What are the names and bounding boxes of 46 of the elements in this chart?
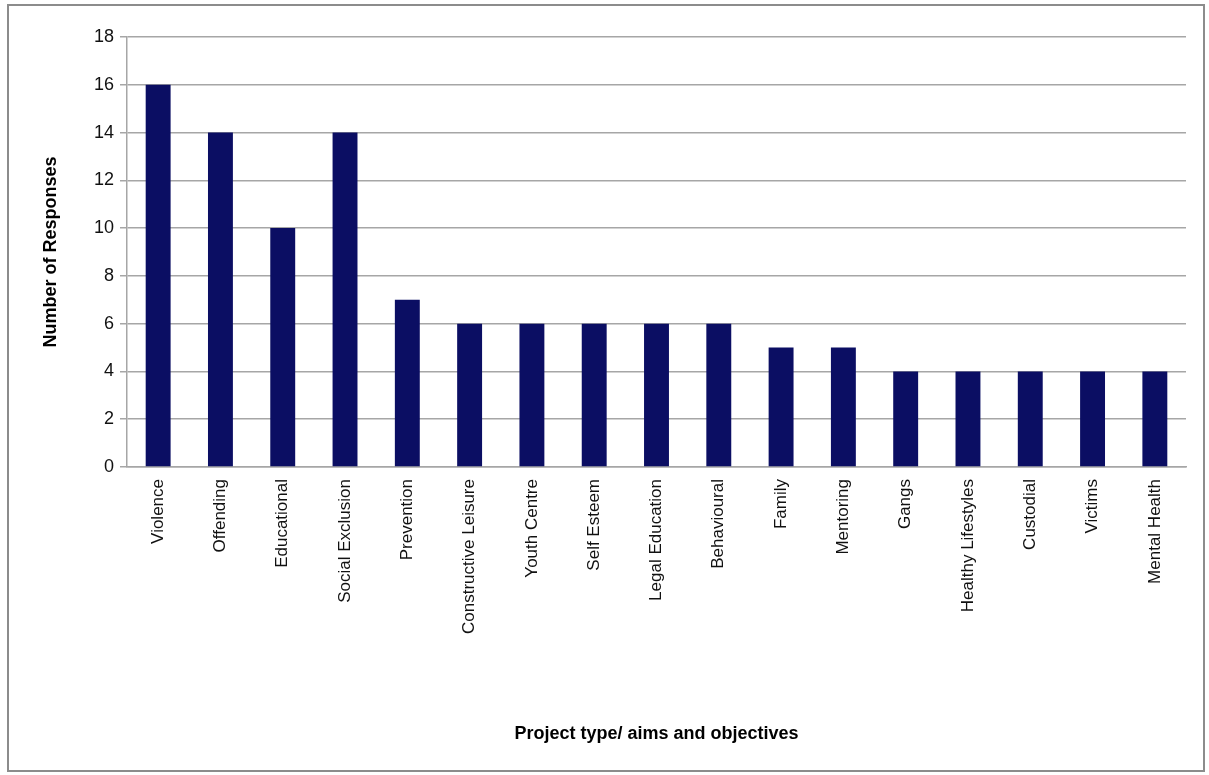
y-tick-label: 18 (93, 25, 114, 46)
x-tick-label: Family (770, 478, 790, 530)
bar (830, 347, 856, 467)
x-tick-label: Gangs (895, 479, 915, 530)
bar (519, 323, 545, 467)
x-tick-label: Self Esteem (583, 479, 603, 571)
x-tick-label: Prevention (397, 479, 417, 561)
y-tick-label: 16 (93, 73, 114, 94)
x-tick-label: Behavioural (708, 479, 728, 569)
x-tick-label: Mental Health (1144, 479, 1164, 584)
bar (706, 323, 732, 467)
bar (644, 323, 669, 467)
y-tick-label: 12 (93, 169, 114, 190)
x-tick-label: Legal Education (646, 479, 666, 601)
y-tick-label: 0 (103, 455, 114, 476)
bar (145, 84, 171, 467)
x-tick-label: Victims (1082, 479, 1102, 534)
bar (1080, 371, 1106, 467)
x-tick-label: Violence (147, 479, 167, 544)
x-tick-label: Mentoring (833, 479, 853, 555)
bar (768, 347, 794, 467)
bar (581, 323, 607, 467)
bar (1142, 371, 1168, 467)
y-tick-label: 6 (103, 312, 114, 333)
bar (457, 323, 483, 467)
x-tick-label: Educational (272, 479, 292, 568)
x-tick-label: Youth Centre (521, 479, 541, 578)
x-axis-title: Project type/ aims and objectives (514, 723, 799, 744)
x-tick-label: Constructive Leisure (459, 479, 479, 634)
y-tick-label: 14 (93, 121, 114, 142)
y-tick-label: 4 (103, 360, 114, 381)
y-axis-title: Number of Responses (39, 156, 60, 348)
y-tick-label: 10 (93, 217, 114, 238)
bar (955, 371, 981, 467)
y-tick-label: 8 (103, 264, 114, 285)
x-tick-label: Custodial (1019, 479, 1039, 550)
bar (207, 132, 233, 467)
y-tick-label: 2 (103, 408, 114, 429)
bar (332, 132, 358, 467)
bar (394, 299, 420, 467)
x-tick-label: Social Exclusion (334, 479, 354, 603)
x-tick-label: Healthy Lifestyles (957, 479, 977, 613)
bar (1017, 371, 1043, 467)
bar (270, 228, 296, 467)
x-tick-label: Offending (210, 479, 230, 553)
bar (893, 371, 919, 467)
